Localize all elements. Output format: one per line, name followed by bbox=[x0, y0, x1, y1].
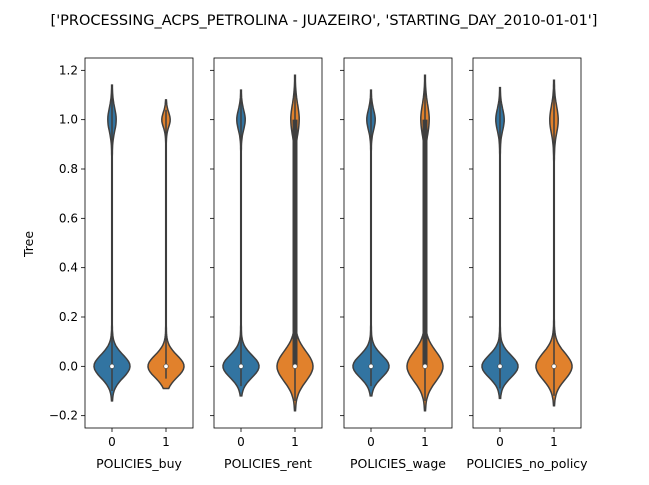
x-axis-label: POLICIES_buy bbox=[96, 456, 182, 471]
axes-frame bbox=[84, 57, 194, 429]
x-tick-label: 0 bbox=[496, 435, 504, 449]
x-axis-label: POLICIES_no_policy bbox=[466, 456, 588, 471]
y-tick-label: 0.0 bbox=[59, 359, 78, 373]
x-tick-label: 0 bbox=[237, 435, 245, 449]
median-marker bbox=[163, 363, 169, 369]
y-tick-label: 0.6 bbox=[59, 211, 78, 225]
x-tick-label: 1 bbox=[162, 435, 170, 449]
x-tick-label: 1 bbox=[550, 435, 558, 449]
median-marker bbox=[238, 363, 244, 369]
panel-POLICIES_wage: 0 1 POLICIES_wage bbox=[340, 57, 453, 471]
y-tick-label: 0.8 bbox=[59, 162, 78, 176]
y-tick-label: 1.2 bbox=[59, 63, 78, 77]
panel-POLICIES_no_policy: 0 1 POLICIES_no_policy bbox=[466, 57, 588, 471]
y-tick-label: 0.4 bbox=[59, 261, 78, 275]
x-tick-label: 1 bbox=[421, 435, 429, 449]
y-axis-label: Tree bbox=[21, 231, 36, 258]
x-tick-label: 0 bbox=[108, 435, 116, 449]
panel-POLICIES_buy: −0.2 0.0 0.2 0.4 0.6 0.8 1.0 1.2 0 1 POLICIES_buy bbox=[49, 57, 194, 471]
x-tick-label: 0 bbox=[367, 435, 375, 449]
panels: −0.2 0.0 0.2 0.4 0.6 0.8 1.0 1.2 0 1 POLICIES_buy 0… bbox=[49, 57, 588, 471]
x-axis-label: POLICIES_rent bbox=[224, 456, 312, 471]
chart-title: ['PROCESSING_ACPS_PETROLINA - JUAZEIRO',… bbox=[51, 13, 598, 29]
median-marker bbox=[551, 363, 557, 369]
x-tick-label: 1 bbox=[291, 435, 299, 449]
median-marker bbox=[292, 363, 298, 369]
median-marker bbox=[109, 363, 115, 369]
axes-frame bbox=[343, 57, 453, 429]
median-marker bbox=[497, 363, 503, 369]
x-axis-label: POLICIES_wage bbox=[350, 456, 446, 471]
median-marker bbox=[422, 363, 428, 369]
y-tick-label: −0.2 bbox=[49, 409, 78, 423]
axes-frame bbox=[472, 57, 582, 429]
median-marker bbox=[368, 363, 374, 369]
panel-POLICIES_rent: 0 1 POLICIES_rent bbox=[210, 57, 323, 471]
y-tick-label: 0.2 bbox=[59, 310, 78, 324]
axes-frame bbox=[213, 57, 323, 429]
y-tick-label: 1.0 bbox=[59, 113, 78, 127]
